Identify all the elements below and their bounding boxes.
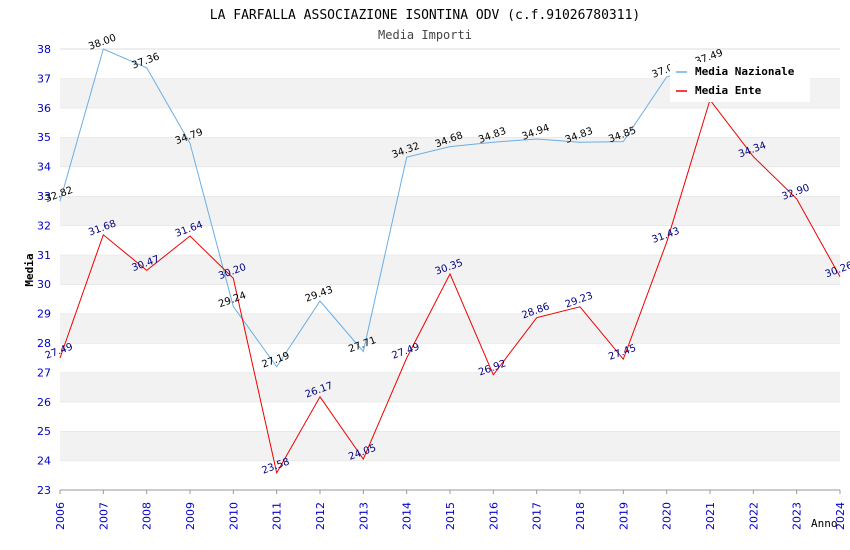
grid-bands bbox=[60, 48, 840, 490]
y-tick-label: 24 bbox=[37, 455, 51, 468]
x-tick-label: 2023 bbox=[791, 502, 804, 530]
x-tick-label: 2008 bbox=[141, 502, 154, 530]
grid-band bbox=[60, 431, 840, 461]
legend-label-media-ente: Media Ente bbox=[695, 84, 762, 97]
grid-band bbox=[60, 401, 840, 432]
grid-band bbox=[60, 254, 840, 285]
y-tick-label: 33 bbox=[37, 190, 51, 203]
y-tick-label: 25 bbox=[37, 425, 51, 438]
x-tick-label: 2018 bbox=[574, 502, 587, 530]
x-tick-label: 2024 bbox=[834, 502, 847, 530]
grid-band bbox=[60, 313, 840, 343]
grid-band bbox=[60, 137, 840, 167]
grid-band bbox=[60, 343, 840, 373]
x-tick-label: 2015 bbox=[444, 502, 457, 530]
y-tick-label: 32 bbox=[37, 219, 51, 232]
grid-band bbox=[60, 166, 840, 196]
x-tick-label: 2022 bbox=[747, 502, 760, 530]
x-tick-label: 2012 bbox=[314, 502, 327, 530]
y-tick-label: 38 bbox=[37, 43, 51, 56]
chart-subtitle: Media Importi bbox=[378, 28, 472, 42]
y-tick-label: 37 bbox=[37, 72, 51, 85]
grid-band bbox=[60, 460, 840, 490]
y-axis-label: Media bbox=[23, 253, 36, 286]
x-tick-label: 2021 bbox=[704, 502, 717, 530]
y-tick-label: 34 bbox=[37, 161, 51, 174]
grid-band bbox=[60, 284, 840, 314]
legend-label-media-nazionale: Media Nazionale bbox=[695, 65, 795, 78]
x-tick-label: 2013 bbox=[357, 502, 370, 530]
x-tick-label: 2014 bbox=[401, 502, 414, 530]
x-tick-label: 2007 bbox=[97, 502, 110, 530]
y-tick-label: 28 bbox=[37, 337, 51, 350]
y-tick-label: 36 bbox=[37, 102, 51, 115]
series-line-media-nazionale bbox=[59, 48, 711, 368]
x-axis-label: Anno bbox=[811, 517, 838, 530]
grid-band bbox=[60, 107, 840, 138]
y-tick-label: 31 bbox=[37, 249, 51, 262]
y-tick-label: 26 bbox=[37, 396, 51, 409]
y-tick-label: 27 bbox=[37, 366, 51, 379]
y-axis-ticks: 23 24 25 26 27 28 29 30 31 32 33 34 35 36 37 38 bbox=[37, 43, 51, 497]
grid-band bbox=[60, 196, 840, 226]
x-tick-label: 2016 bbox=[487, 502, 500, 530]
y-tick-label: 30 bbox=[37, 278, 51, 291]
x-tick-label: 2011 bbox=[271, 502, 284, 530]
x-tick-label: 2020 bbox=[661, 502, 674, 530]
x-axis-ticks: 2006 2007 2008 2009 2010 2011 2012 2013 2014 2015… bbox=[54, 490, 847, 530]
x-tick-label: 2006 bbox=[54, 502, 67, 530]
grid-band bbox=[60, 225, 840, 255]
x-tick-label: 2017 bbox=[531, 502, 544, 530]
y-tick-label: 23 bbox=[37, 484, 51, 497]
x-tick-label: 2010 bbox=[227, 502, 240, 530]
legend-box bbox=[670, 62, 810, 102]
grid-band bbox=[60, 372, 840, 402]
y-tick-label: 29 bbox=[37, 308, 51, 321]
x-tick-label: 2009 bbox=[184, 502, 197, 530]
chart-title: LA FARFALLA ASSOCIAZIONE ISONTINA ODV (c… bbox=[210, 8, 640, 23]
legend: Media Nazionale Media Ente bbox=[670, 62, 810, 102]
y-tick-label: 35 bbox=[37, 131, 51, 144]
x-tick-label: 2019 bbox=[617, 502, 630, 530]
